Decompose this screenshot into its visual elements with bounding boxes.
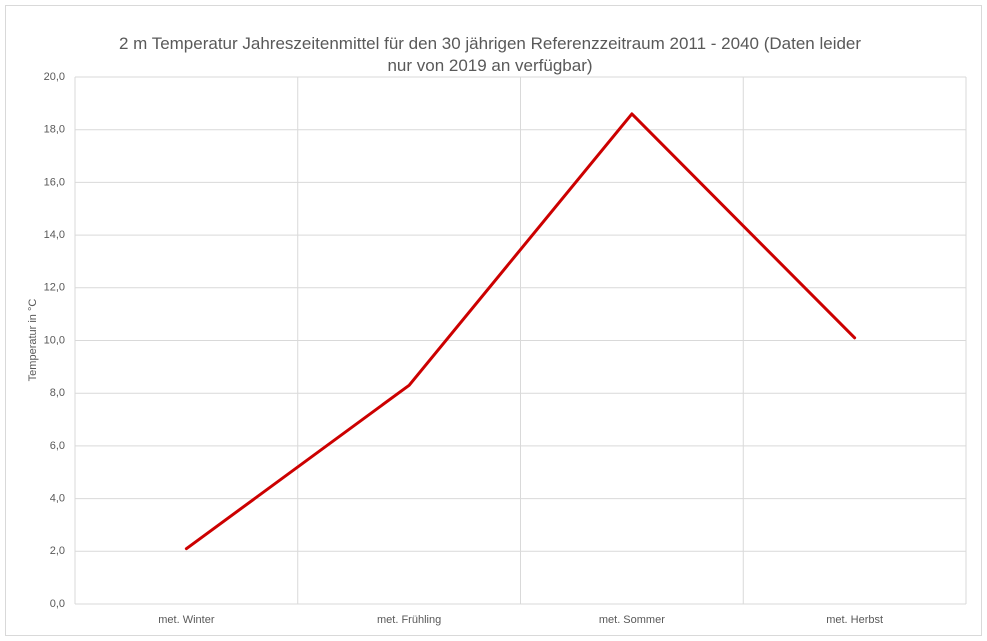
y-tick-label: 0,0 (50, 598, 65, 610)
x-tick-label: met. Herbst (826, 614, 883, 626)
y-tick-label: 16,0 (44, 176, 65, 188)
y-tick-label: 8,0 (50, 387, 65, 399)
y-tick-label: 18,0 (44, 124, 65, 136)
y-tick-label: 2,0 (50, 545, 65, 557)
x-tick-label: met. Sommer (599, 614, 665, 626)
y-tick-label: 10,0 (44, 334, 65, 346)
chart-title: 2 m Temperatur Jahreszeitenmittel für de… (118, 34, 862, 75)
y-axis-label: Temperatur in °C (27, 299, 39, 382)
chart-border (5, 5, 982, 636)
y-tick-label: 14,0 (44, 229, 65, 241)
y-tick-label: 20,0 (44, 71, 65, 83)
data-line (184, 112, 857, 551)
y-tick-label: 4,0 (50, 493, 65, 505)
x-tick-label: met. Frühling (377, 614, 441, 626)
x-tick-label: met. Winter (158, 614, 215, 626)
y-tick-label: 6,0 (50, 440, 65, 452)
y-tick-label: 12,0 (44, 282, 65, 294)
